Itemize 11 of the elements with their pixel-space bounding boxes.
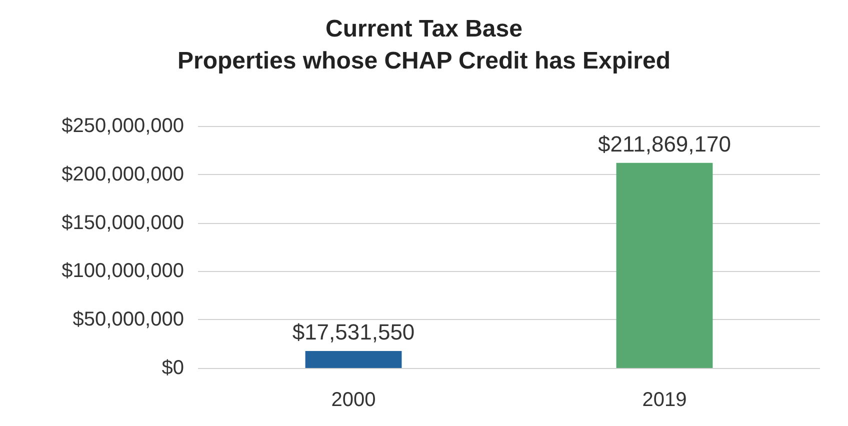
y-tick-label: $0: [162, 357, 184, 379]
y-tick-label: $50,000,000: [72, 308, 184, 331]
x-tick-label: 2000: [331, 389, 376, 411]
data-label: $211,869,170: [598, 131, 731, 156]
y-tick-label: $150,000,000: [62, 212, 184, 234]
y-tick-label: $250,000,000: [62, 115, 184, 137]
x-tick-label: 2019: [642, 389, 687, 411]
y-tick-label: $200,000,000: [62, 163, 184, 186]
chart-title: Current Tax Base Properties whose CHAP Credit has Expired: [177, 16, 671, 74]
data-label: $17,531,550: [292, 320, 415, 345]
y-tick-label: $100,000,000: [62, 260, 184, 282]
